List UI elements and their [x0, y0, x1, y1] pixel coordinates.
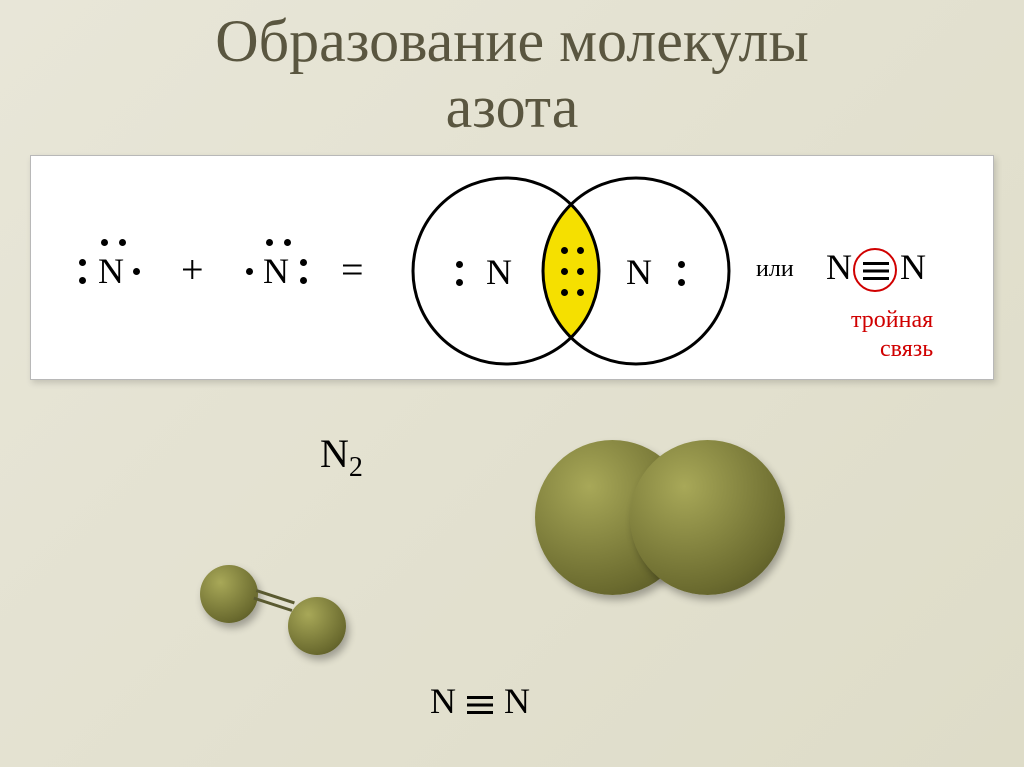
lewis-atom-right: N: [236, 231, 316, 311]
n2-formula: N2: [320, 430, 363, 484]
title-line1: Образование молекулы: [215, 8, 809, 74]
small-molecule-model: [200, 555, 380, 675]
triple-bond-icon: [467, 695, 493, 715]
slide-title: Образование молекулы азота: [0, 0, 1024, 140]
lewis-atom-left: N: [71, 231, 151, 311]
title-line2: азота: [446, 74, 579, 140]
venn-symbol-right: N: [626, 251, 652, 293]
or-label: или: [756, 256, 794, 283]
equals-sign: =: [341, 246, 364, 293]
red-highlight-circle: [853, 248, 897, 292]
large-molecule-model: [535, 435, 795, 605]
venn-symbol-left: N: [486, 251, 512, 293]
lewis-diagram-box: N + N = N N или: [30, 155, 994, 380]
bottom-triple-formula: N N: [430, 680, 530, 722]
triple-bond-label: тройная связь: [851, 306, 933, 364]
plus-sign: +: [181, 246, 204, 293]
venn-diagram: N N: [406, 176, 736, 366]
